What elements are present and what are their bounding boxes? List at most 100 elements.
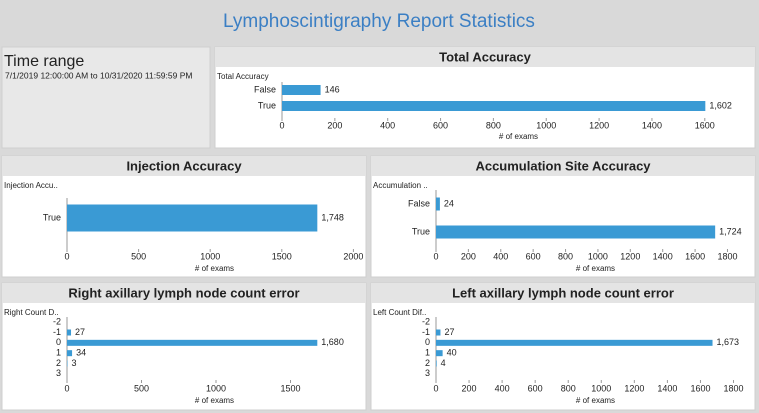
panel-title: Left axillary lymph node count error (452, 285, 674, 300)
panel-header (371, 283, 755, 303)
bar (282, 85, 321, 95)
category-label: -2 (53, 317, 61, 327)
x-tick-label: 1800 (723, 383, 743, 393)
x-tick-label: 1200 (589, 120, 609, 130)
x-tick-label: 1400 (657, 383, 677, 393)
field-label: Total Accuracy (217, 72, 269, 81)
x-tick-label: 800 (561, 383, 576, 393)
x-tick-label: 0 (279, 120, 284, 130)
x-tick-label: 1400 (653, 251, 673, 261)
field-label: Accumulation .. (373, 181, 428, 190)
panel (370, 155, 756, 278)
x-tick-label: 1200 (624, 383, 644, 393)
x-tick-label: 1000 (206, 383, 226, 393)
x-tick-label: 1000 (200, 251, 220, 261)
panel-title: Injection Accuracy (126, 158, 242, 173)
x-axis-label: # of exams (576, 396, 615, 405)
x-tick-label: 1600 (695, 120, 715, 130)
value-label: 1,602 (709, 100, 732, 110)
category-label: False (408, 198, 430, 208)
x-axis-label: # of exams (576, 264, 615, 273)
bar (67, 329, 72, 336)
field-label: Right Count D.. (4, 308, 59, 317)
bar (67, 204, 318, 232)
x-tick-label: 0 (64, 251, 69, 261)
value-label: 4 (441, 358, 446, 368)
value-label: 1,748 (321, 212, 344, 222)
category-label: True (258, 100, 276, 110)
panel-header (2, 156, 366, 176)
bar (67, 339, 318, 346)
category-label: 0 (425, 337, 430, 347)
value-label: 1,724 (719, 226, 742, 236)
x-tick-label: 1800 (717, 251, 737, 261)
panel-header (2, 283, 366, 303)
x-axis-label: # of exams (195, 264, 234, 273)
category-label: 3 (56, 368, 61, 378)
category-label: False (254, 84, 276, 94)
bar (282, 101, 706, 111)
x-tick-label: 1600 (690, 383, 710, 393)
panel-title: Total Accuracy (439, 49, 532, 64)
x-tick-label: 500 (134, 383, 149, 393)
x-tick-label: 200 (461, 251, 476, 261)
x-tick-label: 1500 (280, 383, 300, 393)
x-tick-label: 600 (526, 251, 541, 261)
x-tick-label: 600 (433, 120, 448, 130)
value-label: 27 (75, 327, 85, 337)
x-axis-label: # of exams (499, 132, 538, 141)
x-tick-label: 400 (380, 120, 395, 130)
panel-header (371, 156, 755, 176)
value-label: 34 (76, 348, 86, 358)
value-label: 1,680 (321, 337, 344, 347)
value-label: 27 (444, 327, 454, 337)
bar (436, 339, 713, 346)
x-tick-label: 1000 (536, 120, 556, 130)
panel (370, 282, 756, 411)
value-label: 146 (325, 84, 340, 94)
value-label: 1,673 (717, 337, 740, 347)
panel-header (215, 47, 755, 67)
time-range-label: Time range (4, 53, 84, 70)
x-tick-label: 1000 (591, 383, 611, 393)
value-label: 3 (71, 358, 76, 368)
x-tick-label: 1600 (685, 251, 705, 261)
category-label: 2 (56, 358, 61, 368)
category-label: 3 (425, 368, 430, 378)
x-tick-label: 800 (558, 251, 573, 261)
x-tick-label: 800 (486, 120, 501, 130)
x-tick-label: 400 (495, 383, 510, 393)
x-axis-label: # of exams (195, 396, 234, 405)
x-tick-label: 1500 (272, 251, 292, 261)
value-label: 40 (447, 348, 457, 358)
x-tick-label: 0 (433, 383, 438, 393)
field-label: Left Count Dif.. (373, 308, 426, 317)
category-label: 1 (425, 348, 430, 358)
category-label: -1 (53, 327, 61, 337)
x-tick-label: 1200 (620, 251, 640, 261)
x-tick-label: 400 (493, 251, 508, 261)
category-label: True (43, 212, 61, 222)
category-label: -1 (422, 327, 430, 337)
time-range-panel (1, 46, 211, 149)
page-title: Lymphoscintigraphy Report Statistics (223, 11, 535, 32)
field-label: Injection Accu.. (4, 181, 58, 190)
bar (436, 350, 443, 357)
panel-title: Right axillary lymph node count error (68, 285, 299, 300)
bar (67, 350, 73, 357)
x-tick-label: 200 (327, 120, 342, 130)
category-label: 1 (56, 348, 61, 358)
bar (436, 360, 437, 367)
category-label: 2 (425, 358, 430, 368)
bar (436, 329, 441, 336)
panel (1, 282, 367, 411)
bar (436, 197, 440, 211)
category-label: -2 (422, 317, 430, 327)
x-tick-label: 500 (131, 251, 146, 261)
x-tick-label: 200 (462, 383, 477, 393)
bar (436, 225, 716, 239)
panel-title: Accumulation Site Accuracy (475, 158, 651, 173)
x-tick-label: 0 (64, 383, 69, 393)
x-tick-label: 1400 (642, 120, 662, 130)
